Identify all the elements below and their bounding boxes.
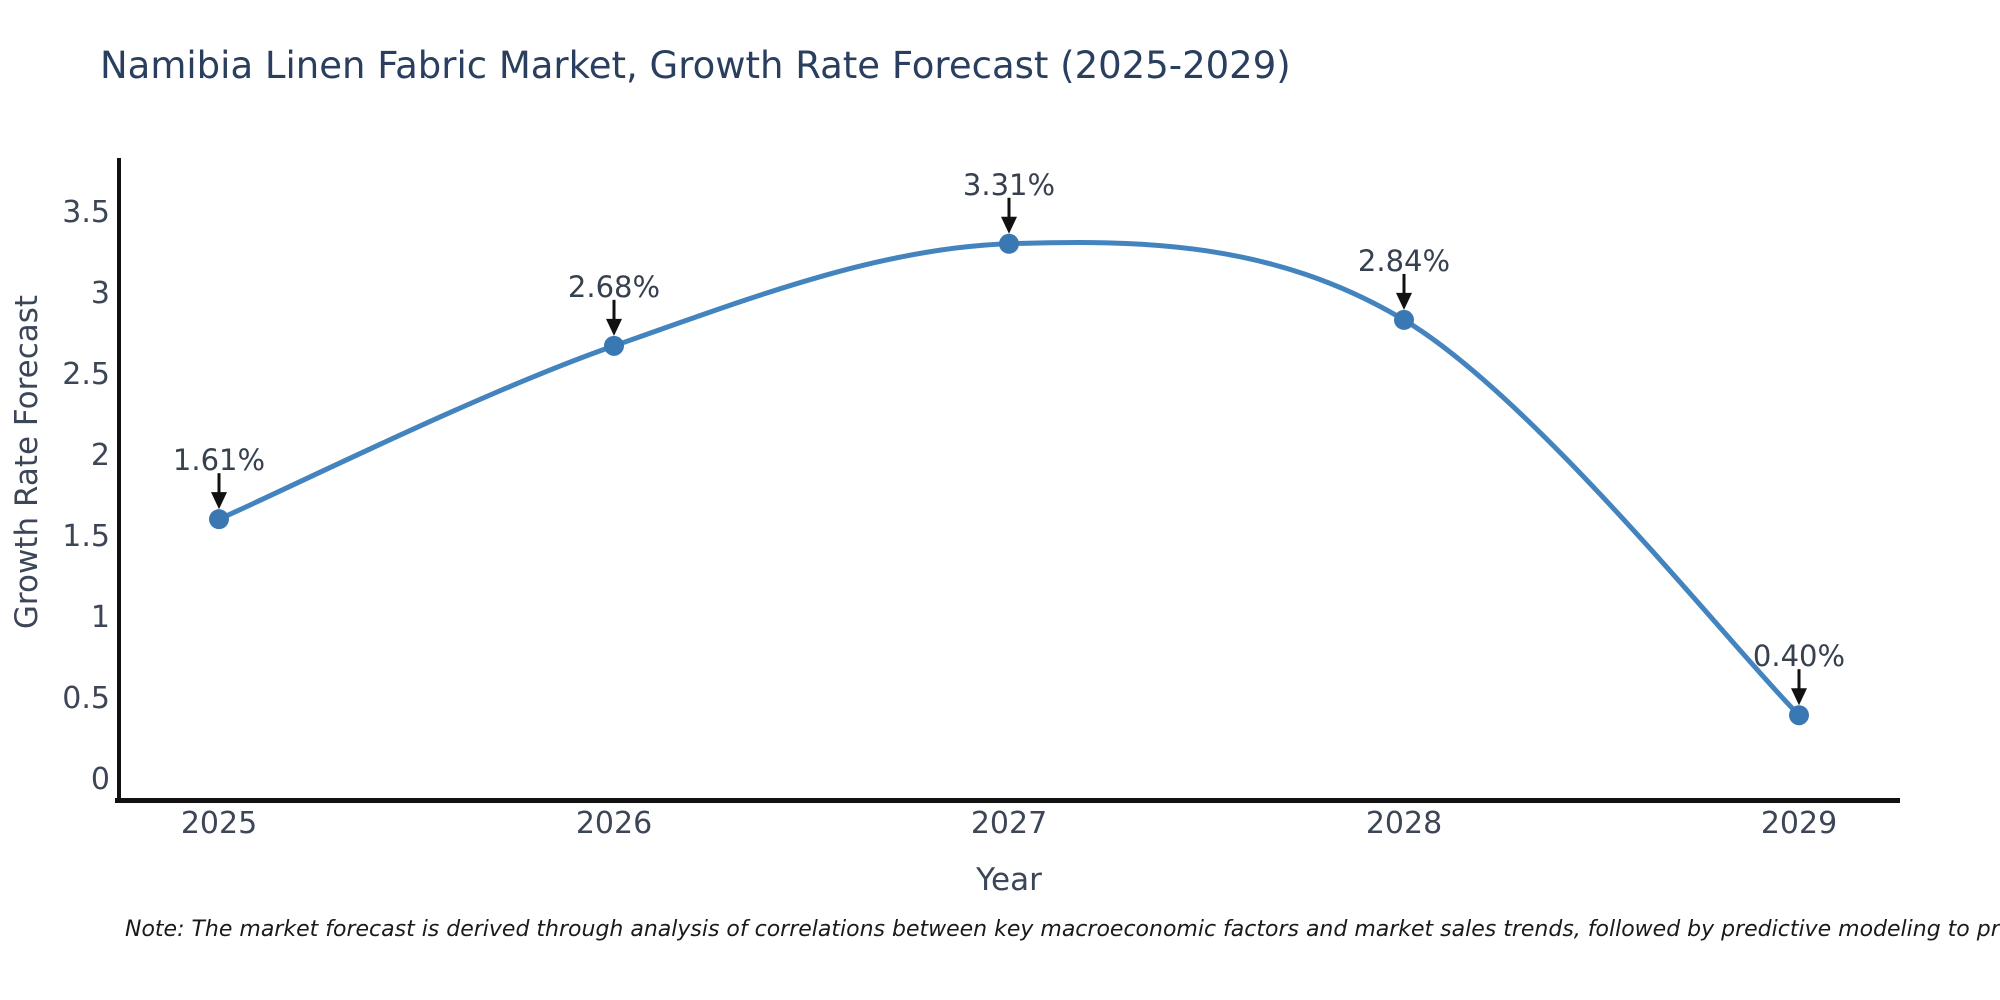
y-tick-label-2: 2 [90,438,110,473]
point-label-2029: 0.40% [1752,639,1846,674]
y-tick-label-2.5: 2.5 [62,357,110,392]
annotation-arrow-head [1791,688,1807,706]
annotation-arrow-head [211,492,227,510]
y-axis-line [117,158,121,803]
data-point-2025 [209,509,229,530]
point-label-2028: 2.84% [1357,243,1451,278]
data-point-2029 [1789,705,1809,726]
chart-title: Namibia Linen Fabric Market, Growth Rate… [100,44,1291,87]
footnote: Note: The market forecast is derived thr… [125,917,2000,942]
data-point-2026 [604,335,624,356]
point-label-2026: 2.68% [567,269,661,304]
y-tick-label-1: 1 [90,600,110,635]
forecast-line [217,239,1801,717]
x-tick-label-2027: 2027 [970,806,1048,841]
point-label-2027: 3.31% [962,167,1056,202]
x-tick-label-2028: 2028 [1365,806,1443,841]
x-tick-label-2029: 2029 [1760,806,1838,841]
data-point-2028 [1394,309,1414,330]
x-axis-line [115,798,1900,803]
y-tick-label-1.5: 1.5 [62,519,110,554]
y-tick-label-3: 3 [90,276,110,311]
x-axis-title: Year [976,862,1042,898]
point-label-2025: 1.61% [172,443,266,478]
y-tick-label-0.5: 0.5 [62,681,110,716]
annotation-arrow-head [606,318,622,336]
annotation-arrow-head [1396,292,1412,310]
annotation-arrow-head [1001,216,1017,234]
y-tick-label-0: 0 [90,762,110,797]
x-tick-label-2026: 2026 [575,806,653,841]
y-tick-label-3.5: 3.5 [62,195,110,230]
x-tick-label-2025: 2025 [180,806,258,841]
data-point-2027 [999,233,1019,254]
